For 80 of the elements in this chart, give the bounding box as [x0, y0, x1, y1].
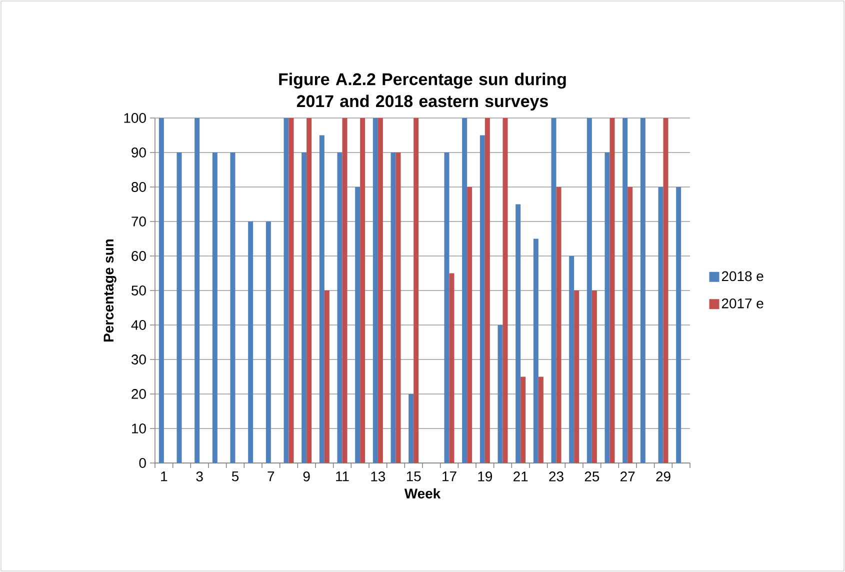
bar: [604, 152, 610, 463]
bar: [610, 118, 615, 463]
bar: [556, 186, 562, 463]
y-tick-label: 30: [131, 354, 146, 364]
bar: [324, 290, 330, 463]
bar: [449, 273, 454, 463]
x-tick-label: 9: [303, 472, 310, 482]
bar: [248, 221, 254, 463]
bar: [337, 152, 342, 463]
y-tick-label: 90: [132, 148, 146, 158]
bar: [306, 118, 312, 463]
x-tick-label: 17: [442, 472, 456, 482]
x-tick-label: 21: [514, 472, 528, 482]
bar: [284, 118, 289, 463]
y-tick-label: 40: [131, 320, 146, 330]
x-axis-title: Week: [404, 488, 441, 498]
x-tick-label: 25: [584, 472, 600, 482]
y-tick-label: 80: [132, 182, 146, 192]
x-tick-label: 5: [232, 472, 239, 482]
bar: [640, 118, 646, 463]
bar: [355, 186, 360, 463]
bar: [484, 118, 490, 463]
x-tick-label: 7: [268, 472, 274, 482]
y-tick-label: 100: [124, 113, 146, 123]
bar: [533, 238, 538, 463]
bar: [663, 118, 668, 463]
bar: [360, 118, 366, 463]
bar: [194, 118, 200, 463]
x-tick-label: 1: [161, 472, 168, 482]
y-tick-label: 70: [132, 216, 146, 226]
legend-label: 2017 e: [722, 298, 764, 308]
bar: [462, 118, 468, 463]
bar: [414, 118, 419, 463]
x-tick-label: 3: [196, 472, 203, 482]
bar: [538, 376, 544, 463]
y-axis-title: Percentage sun: [104, 239, 116, 342]
bar: [319, 135, 324, 463]
bar: [390, 152, 396, 463]
y-tick-label: 60: [132, 251, 146, 261]
bar: [444, 152, 450, 463]
x-tick-label: 29: [656, 472, 670, 482]
x-tick-label: 15: [406, 472, 421, 482]
bar: [158, 118, 164, 463]
x-tick-label: 11: [336, 472, 349, 482]
bar: [586, 118, 592, 463]
bar: [230, 152, 236, 463]
legend-label: 2018 e: [722, 271, 764, 282]
bar: [176, 152, 182, 463]
bar: [658, 186, 664, 463]
bar: [480, 135, 485, 463]
bar: [592, 290, 597, 463]
bar: [498, 325, 503, 463]
bar: [408, 394, 414, 463]
bar: [467, 186, 472, 463]
bar: [342, 118, 348, 463]
bar: [378, 118, 383, 463]
bar: [372, 118, 378, 463]
bar: [551, 118, 556, 463]
bar: [574, 290, 580, 463]
bar: [302, 152, 307, 463]
y-tick-label: 0: [139, 458, 146, 468]
x-tick-label: 19: [478, 472, 492, 482]
bar: [676, 186, 682, 463]
x-tick-label: 13: [371, 472, 386, 482]
bar: [628, 186, 633, 463]
x-tick-label: 27: [620, 472, 635, 482]
bar: [520, 376, 526, 463]
y-tick-label: 50: [132, 286, 146, 296]
bar: [288, 118, 294, 463]
bar: [266, 221, 271, 463]
bar: [502, 118, 508, 463]
bar: [212, 152, 218, 463]
bar: [569, 256, 574, 463]
x-tick-label: 23: [549, 472, 564, 482]
y-tick-label: 10: [132, 424, 146, 434]
chart-title: Figure A.2.2 Percentage sun during 2017 and 2018 eastern surveys: [279, 72, 566, 110]
bar: [622, 118, 628, 463]
bar: [396, 152, 401, 463]
bar: [516, 204, 521, 463]
y-tick-label: 20: [132, 389, 146, 399]
